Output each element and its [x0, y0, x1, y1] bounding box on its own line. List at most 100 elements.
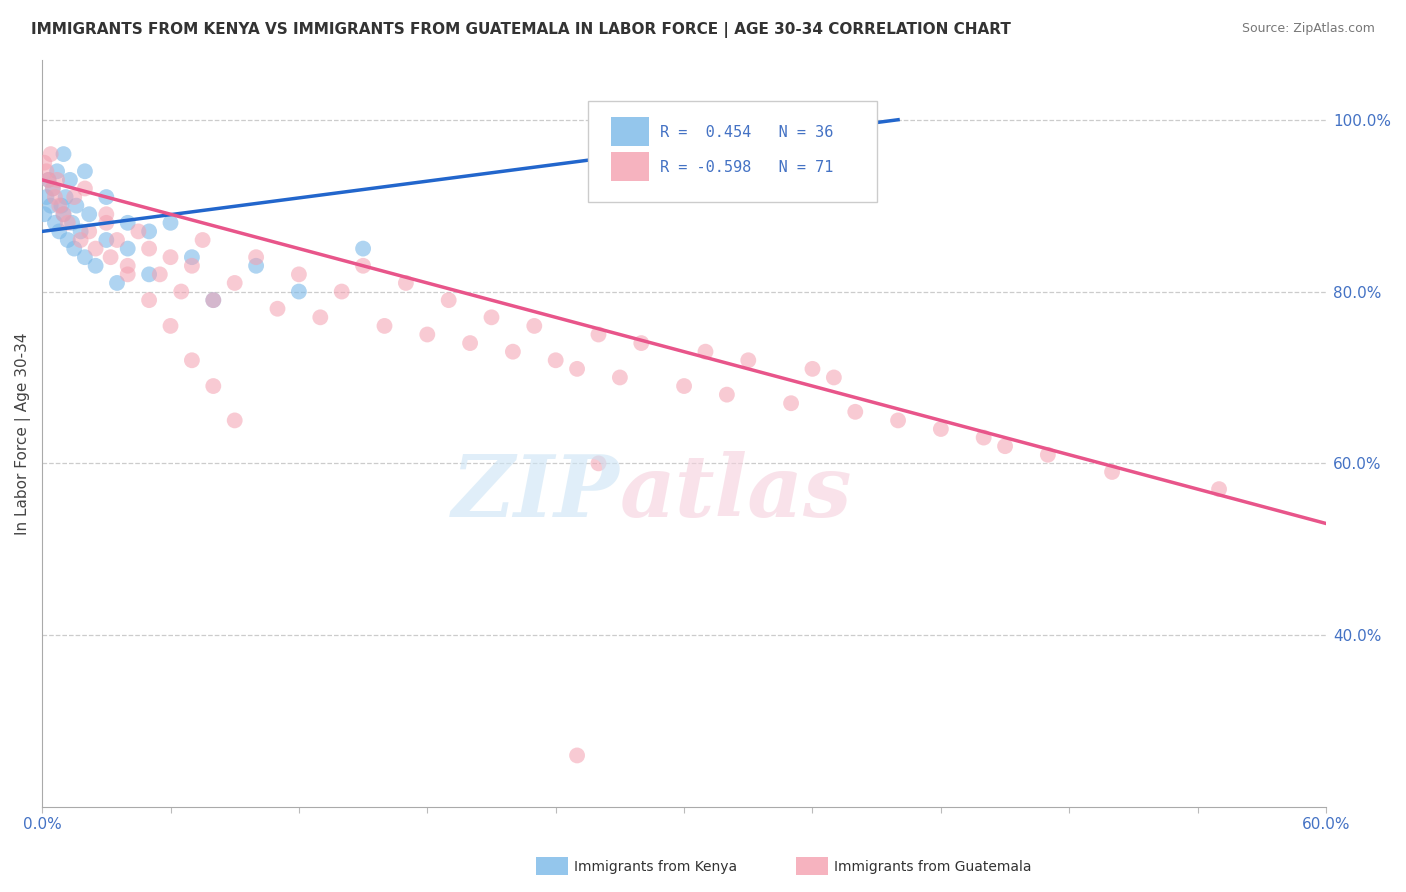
- Point: [330, 285, 353, 299]
- Point: [716, 387, 738, 401]
- Point: [565, 362, 588, 376]
- Point: [170, 285, 193, 299]
- Point: [55, 190, 77, 204]
- Point: [52, 207, 75, 221]
- FancyBboxPatch shape: [588, 101, 877, 202]
- Point: [65, 199, 87, 213]
- Point: [32, 155, 55, 169]
- Point: [180, 250, 202, 264]
- Point: [191, 233, 214, 247]
- Point: [69, 233, 91, 247]
- Point: [180, 353, 202, 368]
- Point: [1101, 465, 1123, 479]
- Point: [138, 293, 160, 307]
- Point: [42, 181, 65, 195]
- Point: [159, 250, 181, 264]
- Point: [44, 190, 66, 204]
- Point: [138, 224, 160, 238]
- Point: [96, 190, 118, 204]
- Point: [565, 748, 588, 763]
- Point: [352, 242, 374, 256]
- Point: [117, 242, 139, 256]
- Point: [994, 439, 1017, 453]
- Point: [117, 268, 139, 282]
- Point: [458, 336, 481, 351]
- Text: Immigrants from Guatemala: Immigrants from Guatemala: [834, 860, 1031, 874]
- Point: [266, 301, 288, 316]
- Point: [46, 173, 69, 187]
- Point: [63, 190, 86, 204]
- Point: [96, 207, 118, 221]
- Point: [373, 318, 395, 333]
- Bar: [610, 117, 650, 145]
- Point: [159, 216, 181, 230]
- Point: [352, 259, 374, 273]
- Point: [588, 456, 610, 470]
- Point: [32, 207, 55, 221]
- Point: [117, 259, 139, 273]
- Point: [288, 285, 311, 299]
- Point: [60, 216, 83, 230]
- Point: [48, 199, 70, 213]
- Point: [69, 224, 91, 238]
- Point: [38, 173, 60, 187]
- Point: [73, 250, 96, 264]
- Point: [224, 276, 246, 290]
- Point: [502, 344, 524, 359]
- Point: [737, 353, 759, 368]
- Text: atlas: atlas: [620, 451, 852, 535]
- Point: [1208, 482, 1230, 496]
- Point: [52, 147, 75, 161]
- Point: [673, 379, 696, 393]
- Point: [309, 310, 332, 325]
- Point: [780, 396, 803, 410]
- Point: [56, 216, 79, 230]
- Point: [77, 224, 100, 238]
- Point: [588, 327, 610, 342]
- Point: [416, 327, 439, 342]
- Point: [780, 112, 803, 127]
- Point: [35, 190, 58, 204]
- Point: [630, 336, 652, 351]
- Point: [481, 310, 503, 325]
- Point: [159, 318, 181, 333]
- Point: [823, 370, 845, 384]
- Point: [395, 276, 418, 290]
- Text: R = -0.598   N = 71: R = -0.598 N = 71: [659, 161, 834, 176]
- Point: [96, 216, 118, 230]
- Point: [59, 173, 82, 187]
- Point: [138, 268, 160, 282]
- Point: [84, 259, 107, 273]
- Point: [42, 181, 65, 195]
- Point: [105, 233, 128, 247]
- Point: [127, 224, 149, 238]
- Text: IMMIGRANTS FROM KENYA VS IMMIGRANTS FROM GUATEMALA IN LABOR FORCE | AGE 30-34 CO: IMMIGRANTS FROM KENYA VS IMMIGRANTS FROM…: [31, 22, 1011, 38]
- Point: [35, 164, 58, 178]
- Point: [44, 216, 66, 230]
- Point: [1036, 448, 1059, 462]
- Point: [39, 199, 62, 213]
- Point: [96, 233, 118, 247]
- Point: [288, 268, 311, 282]
- Point: [544, 353, 567, 368]
- Point: [801, 362, 824, 376]
- Point: [929, 422, 952, 436]
- Point: [523, 318, 546, 333]
- Point: [202, 293, 225, 307]
- Point: [77, 207, 100, 221]
- Text: Source: ZipAtlas.com: Source: ZipAtlas.com: [1241, 22, 1375, 36]
- Point: [202, 379, 225, 393]
- Point: [73, 164, 96, 178]
- Point: [117, 216, 139, 230]
- Point: [39, 147, 62, 161]
- Text: Immigrants from Kenya: Immigrants from Kenya: [574, 860, 737, 874]
- Point: [245, 250, 267, 264]
- Point: [180, 259, 202, 273]
- Point: [437, 293, 460, 307]
- Point: [973, 431, 995, 445]
- Point: [52, 207, 75, 221]
- Point: [51, 199, 73, 213]
- Point: [100, 250, 122, 264]
- Point: [609, 370, 631, 384]
- Point: [48, 224, 70, 238]
